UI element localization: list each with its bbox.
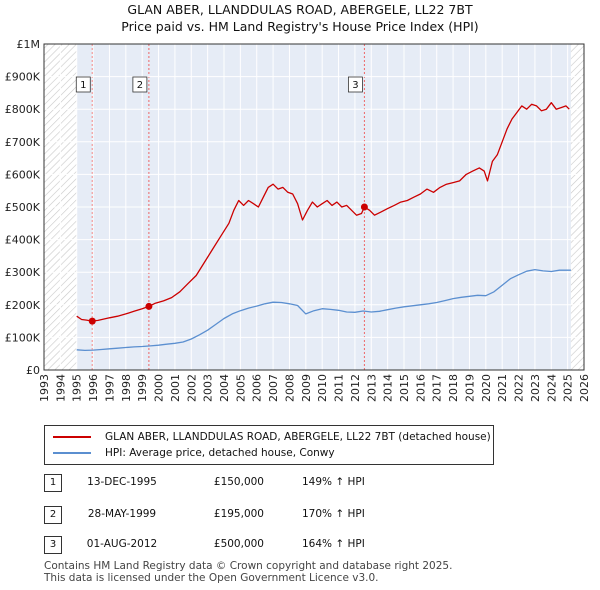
y-tick-label: £1M: [17, 38, 41, 51]
x-tick-label: 1997: [103, 374, 116, 402]
x-tick-label: 2006: [251, 374, 264, 402]
y-tick-label: £800K: [5, 103, 41, 116]
x-tick-label: 2022: [513, 374, 526, 402]
x-tick-label: 2008: [283, 374, 296, 402]
x-tick-label: 1996: [87, 374, 100, 402]
y-tick-label: £300K: [5, 266, 41, 279]
sale-label-number: 3: [352, 80, 358, 91]
sale-point: [88, 317, 96, 325]
x-tick-label: 2005: [234, 374, 247, 402]
x-tick-label: 2003: [202, 374, 215, 402]
legend: GLAN ABER, LLANDDULAS ROAD, ABERGELE, LL…: [44, 425, 494, 465]
sale-label-number: 2: [137, 80, 143, 91]
x-tick-label: 1999: [136, 374, 149, 402]
transaction-price: £500,000: [213, 538, 264, 550]
y-tick-label: £400K: [5, 234, 41, 247]
hpi-line: [76, 268, 571, 352]
y-tick-label: £600K: [5, 168, 41, 181]
legend-item-property: GLAN ABER, LLANDDULAS ROAD, ABERGELE, LL…: [53, 431, 491, 445]
x-tick-label: 2024: [545, 374, 558, 402]
x-tick-label: 2004: [218, 374, 231, 402]
legend-swatch-property: [53, 436, 91, 438]
y-tick-label: £700K: [5, 136, 41, 149]
x-tick-label: 2019: [463, 374, 476, 402]
x-tick-label: 2017: [431, 374, 444, 402]
x-tick-label: 1993: [38, 374, 51, 402]
y-tick-label: £100K: [5, 331, 41, 344]
x-tick-label: 2009: [300, 374, 313, 402]
y-tick-label: £0: [26, 364, 40, 377]
transaction-number: 1: [44, 474, 62, 492]
sale-label-box: [132, 76, 148, 93]
property-price-line: [76, 102, 570, 322]
legend-label-property: GLAN ABER, LLANDDULAS ROAD, ABERGELE, LL…: [105, 431, 491, 443]
x-tick-label: 1998: [120, 374, 133, 402]
y-tick-label: £900K: [5, 71, 41, 84]
x-tick-label: 2016: [414, 374, 427, 402]
transaction-number: 3: [44, 536, 62, 554]
legend-item-hpi: HPI: Average price, detached house, Conw…: [53, 447, 335, 461]
sale-point: [145, 302, 153, 310]
sale-label-number: 1: [80, 80, 86, 91]
transaction-date: 01-AUG-2012: [86, 538, 158, 550]
x-tick-label: 2025: [562, 374, 575, 402]
x-tick-label: 2026: [578, 374, 591, 402]
x-tick-label: 2023: [529, 374, 542, 402]
y-tick-label: £200K: [5, 299, 41, 312]
transaction-hpi: 164% ↑ HPI: [302, 538, 365, 550]
transaction-hpi: 170% ↑ HPI: [302, 508, 365, 520]
x-tick-label: 2020: [480, 374, 493, 402]
price-chart: 1 2 3 £0 £100K £200K £300K £400K £500K £600K £700…: [5, 38, 591, 402]
chart-title: GLAN ABER, LLANDDULAS ROAD, ABERGELE, LL…: [127, 2, 473, 17]
y-tick-label: £500K: [5, 201, 41, 214]
sale-label-box: [347, 76, 363, 93]
plot-frame: [43, 43, 585, 371]
x-tick-label: 2002: [185, 374, 198, 402]
sale-point: [360, 203, 368, 211]
x-tick-label: 2000: [153, 374, 166, 402]
legend-swatch-hpi: [53, 452, 91, 454]
x-tick-label: 2013: [365, 374, 378, 402]
footer-copyright: Contains HM Land Registry data © Crown c…: [44, 560, 453, 572]
footer-license: This data is licensed under the Open Gov…: [44, 572, 379, 584]
x-tick-label: 1995: [71, 374, 84, 402]
x-tick-label: 2018: [447, 374, 460, 402]
x-tick-label: 2021: [496, 374, 509, 402]
x-tick-label: 2007: [267, 374, 280, 402]
sale-label-box: [75, 76, 91, 93]
transaction-price: £150,000: [213, 476, 264, 488]
transaction-hpi: 149% ↑ HPI: [302, 476, 365, 488]
x-tick-label: 2010: [316, 374, 329, 402]
x-tick-label: 2014: [382, 374, 395, 402]
x-tick-label: 2012: [349, 374, 362, 402]
x-tick-label: 1994: [54, 374, 67, 402]
x-tick-label: 2011: [333, 374, 346, 402]
x-tick-label: 2001: [169, 374, 182, 402]
legend-label-hpi: HPI: Average price, detached house, Conw…: [105, 447, 335, 459]
transaction-date: 13-DEC-1995: [87, 476, 157, 488]
x-tick-label: 2015: [398, 374, 411, 402]
transaction-number: 2: [44, 506, 62, 524]
transaction-price: £195,000: [213, 508, 264, 520]
chart-subtitle: Price paid vs. HM Land Registry's House …: [121, 19, 479, 34]
transaction-date: 28-MAY-1999: [87, 508, 157, 520]
